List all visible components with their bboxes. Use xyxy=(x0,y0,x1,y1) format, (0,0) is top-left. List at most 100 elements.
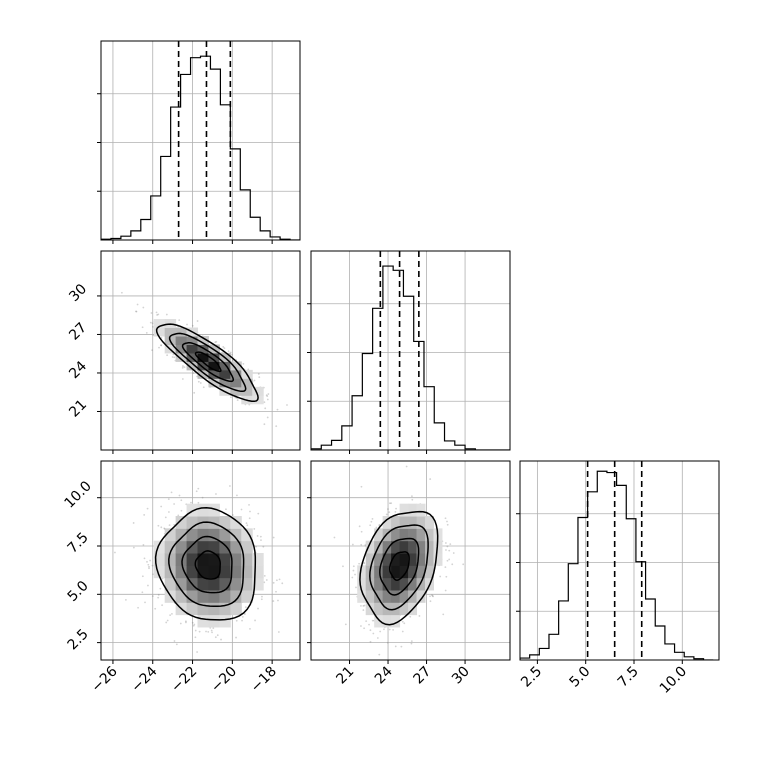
density-cell xyxy=(408,589,418,603)
density-cell xyxy=(219,577,231,591)
sample-point xyxy=(197,501,200,504)
density-cell xyxy=(230,565,242,579)
sample-point xyxy=(278,578,281,581)
density-cell xyxy=(374,602,384,616)
sample-point xyxy=(152,573,154,576)
sample-point xyxy=(429,600,432,603)
density-cell xyxy=(408,516,418,529)
sample-point xyxy=(142,543,145,546)
sample-point xyxy=(231,359,234,362)
sample-point xyxy=(125,598,127,601)
density-cell xyxy=(219,589,231,603)
sample-point xyxy=(179,622,182,625)
sample-point xyxy=(170,491,173,494)
density-cell xyxy=(164,540,177,554)
sample-point xyxy=(178,319,181,322)
sample-point xyxy=(272,581,275,584)
sample-point xyxy=(248,517,251,520)
density-cell xyxy=(357,577,367,591)
density-cell xyxy=(186,503,199,517)
density-cell xyxy=(186,565,199,579)
sample-point xyxy=(431,594,434,597)
density-cell xyxy=(208,565,220,579)
y-tick-label: 24 xyxy=(66,358,90,382)
sample-point xyxy=(371,517,374,520)
sample-point xyxy=(164,516,167,519)
sample-point xyxy=(196,375,198,378)
sample-point xyxy=(199,382,202,384)
sample-point xyxy=(149,321,152,324)
y-tick-label: 21 xyxy=(66,397,90,421)
density-cell xyxy=(241,378,253,388)
sample-point xyxy=(240,508,243,511)
density-cell xyxy=(208,577,220,591)
density-cell xyxy=(399,602,409,616)
sample-point xyxy=(137,606,139,609)
sample-point xyxy=(451,563,454,566)
density-cell xyxy=(219,528,231,542)
density-cell xyxy=(252,553,264,566)
sample-point xyxy=(149,559,152,562)
sample-point xyxy=(192,624,195,627)
sample-point xyxy=(230,396,232,399)
sample-point xyxy=(363,604,366,607)
sample-point xyxy=(141,326,144,329)
density-cell xyxy=(391,553,401,566)
density-cell xyxy=(230,528,242,542)
x-tick-label: −20 xyxy=(208,664,240,696)
sample-point xyxy=(216,634,219,637)
density-cell xyxy=(408,503,418,517)
sample-point xyxy=(225,508,227,511)
sample-point xyxy=(369,640,372,643)
sample-point xyxy=(410,640,413,643)
sample-point xyxy=(202,386,205,389)
sample-point xyxy=(215,493,217,495)
density-cell xyxy=(374,553,384,566)
sample-point xyxy=(173,356,176,359)
density-cell xyxy=(219,565,231,579)
sample-point xyxy=(242,362,245,365)
density-cell xyxy=(425,565,434,579)
density-cell xyxy=(219,602,231,616)
sample-point xyxy=(247,368,250,371)
density-cell xyxy=(230,516,242,529)
sample-point xyxy=(257,512,260,515)
sample-point xyxy=(275,590,277,593)
sample-point xyxy=(363,561,365,564)
sample-point xyxy=(155,311,158,314)
density-cell xyxy=(164,528,177,542)
sample-point xyxy=(261,595,263,598)
sample-point xyxy=(462,563,465,566)
sample-point xyxy=(344,623,347,626)
sample-point xyxy=(418,615,421,617)
sample-point xyxy=(171,612,173,615)
density-cell xyxy=(365,577,375,591)
y-tick-label: 10.0 xyxy=(61,478,94,511)
density-cell xyxy=(208,614,220,628)
sample-point xyxy=(180,509,183,512)
sample-point xyxy=(259,535,262,538)
sample-point xyxy=(360,485,363,488)
sample-point xyxy=(429,595,431,598)
sample-point xyxy=(449,543,452,546)
sample-point xyxy=(156,314,159,316)
sample-point xyxy=(181,366,184,369)
density-cell xyxy=(197,602,209,616)
density-cell xyxy=(175,344,188,354)
density-cell xyxy=(241,589,253,603)
density-cell xyxy=(219,614,231,628)
sample-point xyxy=(171,356,174,358)
sample-point xyxy=(132,546,135,549)
contour-line xyxy=(369,524,429,611)
density-cell xyxy=(208,378,220,388)
sample-point xyxy=(198,630,201,633)
density-cell xyxy=(241,528,253,542)
sample-point xyxy=(201,496,204,499)
sample-point xyxy=(196,651,198,653)
sample-point xyxy=(161,604,164,607)
sample-point xyxy=(410,642,413,645)
sample-point xyxy=(277,631,280,633)
sample-point xyxy=(360,604,362,607)
density-cell xyxy=(382,589,392,603)
sample-point xyxy=(231,514,234,516)
